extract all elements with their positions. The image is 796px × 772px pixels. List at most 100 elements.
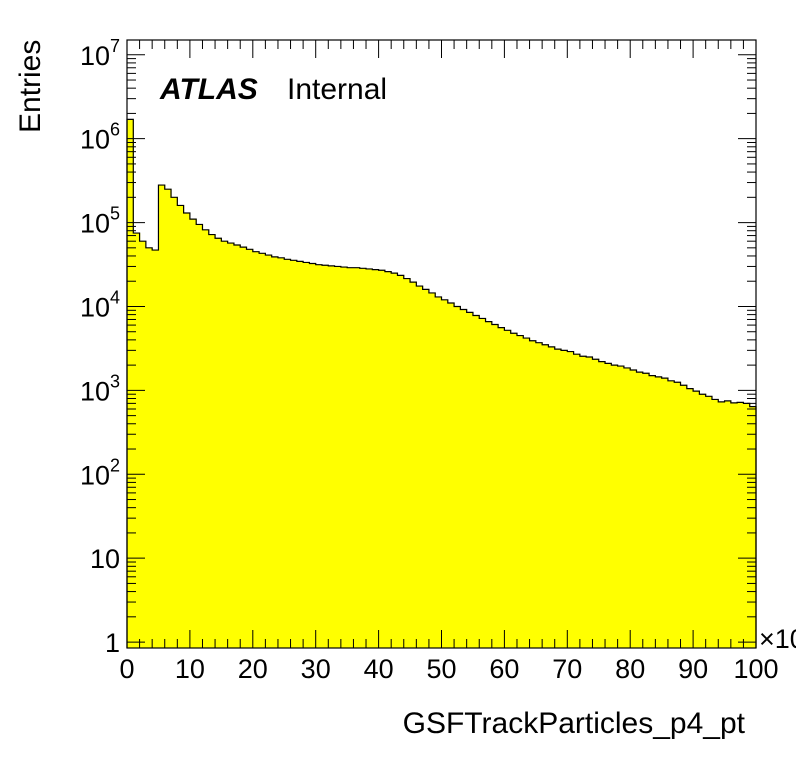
histogram-bar [372, 269, 380, 648]
histogram-bar [202, 229, 210, 648]
histogram-bar [416, 286, 424, 648]
histogram-bar [630, 369, 638, 648]
histogram-bar [145, 247, 153, 648]
histogram-bar [164, 189, 172, 648]
histogram-bar [403, 278, 411, 648]
histogram-bar [428, 292, 436, 648]
y-tick-labels: 1 10 102 103 104 105 106 107 [80, 36, 120, 658]
histogram-bar [711, 399, 719, 648]
histogram-bar [573, 354, 581, 648]
histogram-bar [554, 349, 562, 648]
histogram-bar [189, 219, 197, 648]
histogram-bar [542, 344, 550, 648]
histogram-bar [724, 400, 732, 648]
x-tick-label: 30 [301, 654, 331, 684]
y-tick-label: 104 [80, 287, 120, 322]
histogram-bar [240, 247, 248, 648]
histogram-bar [516, 335, 524, 648]
x-axis-multiplier: ×10 [759, 624, 796, 654]
x-tick-label: 0 [119, 654, 134, 684]
histogram-bar [661, 378, 669, 648]
histogram-bar [491, 324, 499, 648]
histogram-bar [296, 261, 304, 648]
histogram-bar [623, 367, 631, 648]
x-tick-label: 60 [489, 654, 519, 684]
histogram-bar [422, 289, 430, 648]
histogram-bar [636, 372, 644, 648]
histogram-bar [158, 185, 166, 648]
histogram-outline [126, 118, 757, 648]
histogram-bar [277, 257, 285, 648]
histogram-bar [447, 303, 455, 648]
histogram-bar [535, 342, 543, 648]
histogram-bar [579, 356, 587, 648]
histogram-bar [347, 267, 355, 648]
histogram-bar [479, 318, 487, 648]
histogram-bar [667, 380, 675, 648]
histogram-bar [498, 327, 505, 648]
histogram-bars [127, 119, 757, 649]
histogram-bar [435, 296, 443, 648]
x-tick-label: 50 [426, 654, 456, 684]
histogram-bar [611, 365, 619, 648]
histogram-bar [271, 256, 279, 648]
histogram-bar [366, 268, 373, 648]
histogram-bar [705, 396, 713, 648]
y-tick-label: 102 [80, 455, 120, 490]
histogram-bar [617, 366, 625, 648]
y-axis-title: Entries [14, 40, 47, 133]
histogram-bar [680, 385, 688, 648]
histogram-bar [472, 315, 480, 648]
histogram-bar [127, 119, 134, 648]
histogram-bar [466, 312, 474, 648]
histogram-bar [529, 340, 537, 648]
histogram-bar [655, 376, 663, 648]
histogram-bar [233, 245, 241, 648]
y-tick-label: 107 [80, 36, 120, 71]
histogram-bar [315, 264, 323, 648]
histogram-bar [359, 268, 367, 648]
y-tick-label: 103 [80, 371, 120, 406]
histogram-bar [177, 205, 185, 648]
histogram-bar [259, 253, 266, 649]
x-axis-title: GSFTrackParticles_p4_pt [403, 707, 746, 740]
histogram-bar [152, 250, 160, 649]
histogram-bar [284, 259, 292, 648]
histogram-bar [321, 265, 329, 648]
histogram-bar [397, 275, 405, 648]
histogram-bar [592, 359, 600, 648]
histogram-bar [730, 402, 738, 648]
histogram-bar [649, 375, 656, 648]
histogram-bar [718, 401, 726, 648]
histogram-bar [642, 373, 650, 648]
histogram-bar [504, 330, 512, 648]
histogram-bar [567, 351, 575, 648]
x-tick-label: 80 [615, 654, 645, 684]
x-tick-label: 70 [552, 654, 582, 684]
histogram-bar [334, 266, 342, 648]
y-tick-label: 106 [80, 120, 120, 155]
histogram-bar [441, 299, 449, 648]
histogram-bar [699, 394, 707, 648]
histogram-bar [686, 388, 694, 648]
histogram-bar [208, 234, 216, 648]
atlas-label: ATLAS [159, 73, 258, 106]
histogram-bar [171, 197, 178, 648]
histogram-bar [353, 267, 361, 648]
histogram-bar [328, 265, 336, 648]
histogram-bar [378, 270, 386, 648]
y-tick-label: 10 [90, 544, 120, 574]
histogram-bar [674, 382, 682, 648]
histogram-bar [309, 263, 317, 648]
x-tick-label: 100 [733, 654, 778, 684]
histogram-bar [454, 306, 461, 648]
histogram-bar [227, 243, 235, 648]
histogram-bar [183, 213, 191, 649]
histogram-bar [485, 321, 493, 648]
y-tick-label: 1 [105, 628, 120, 658]
axis-ticks [126, 40, 757, 648]
histogram-bar [523, 338, 531, 648]
histogram-bar [340, 267, 348, 648]
histogram-bar [586, 356, 594, 648]
